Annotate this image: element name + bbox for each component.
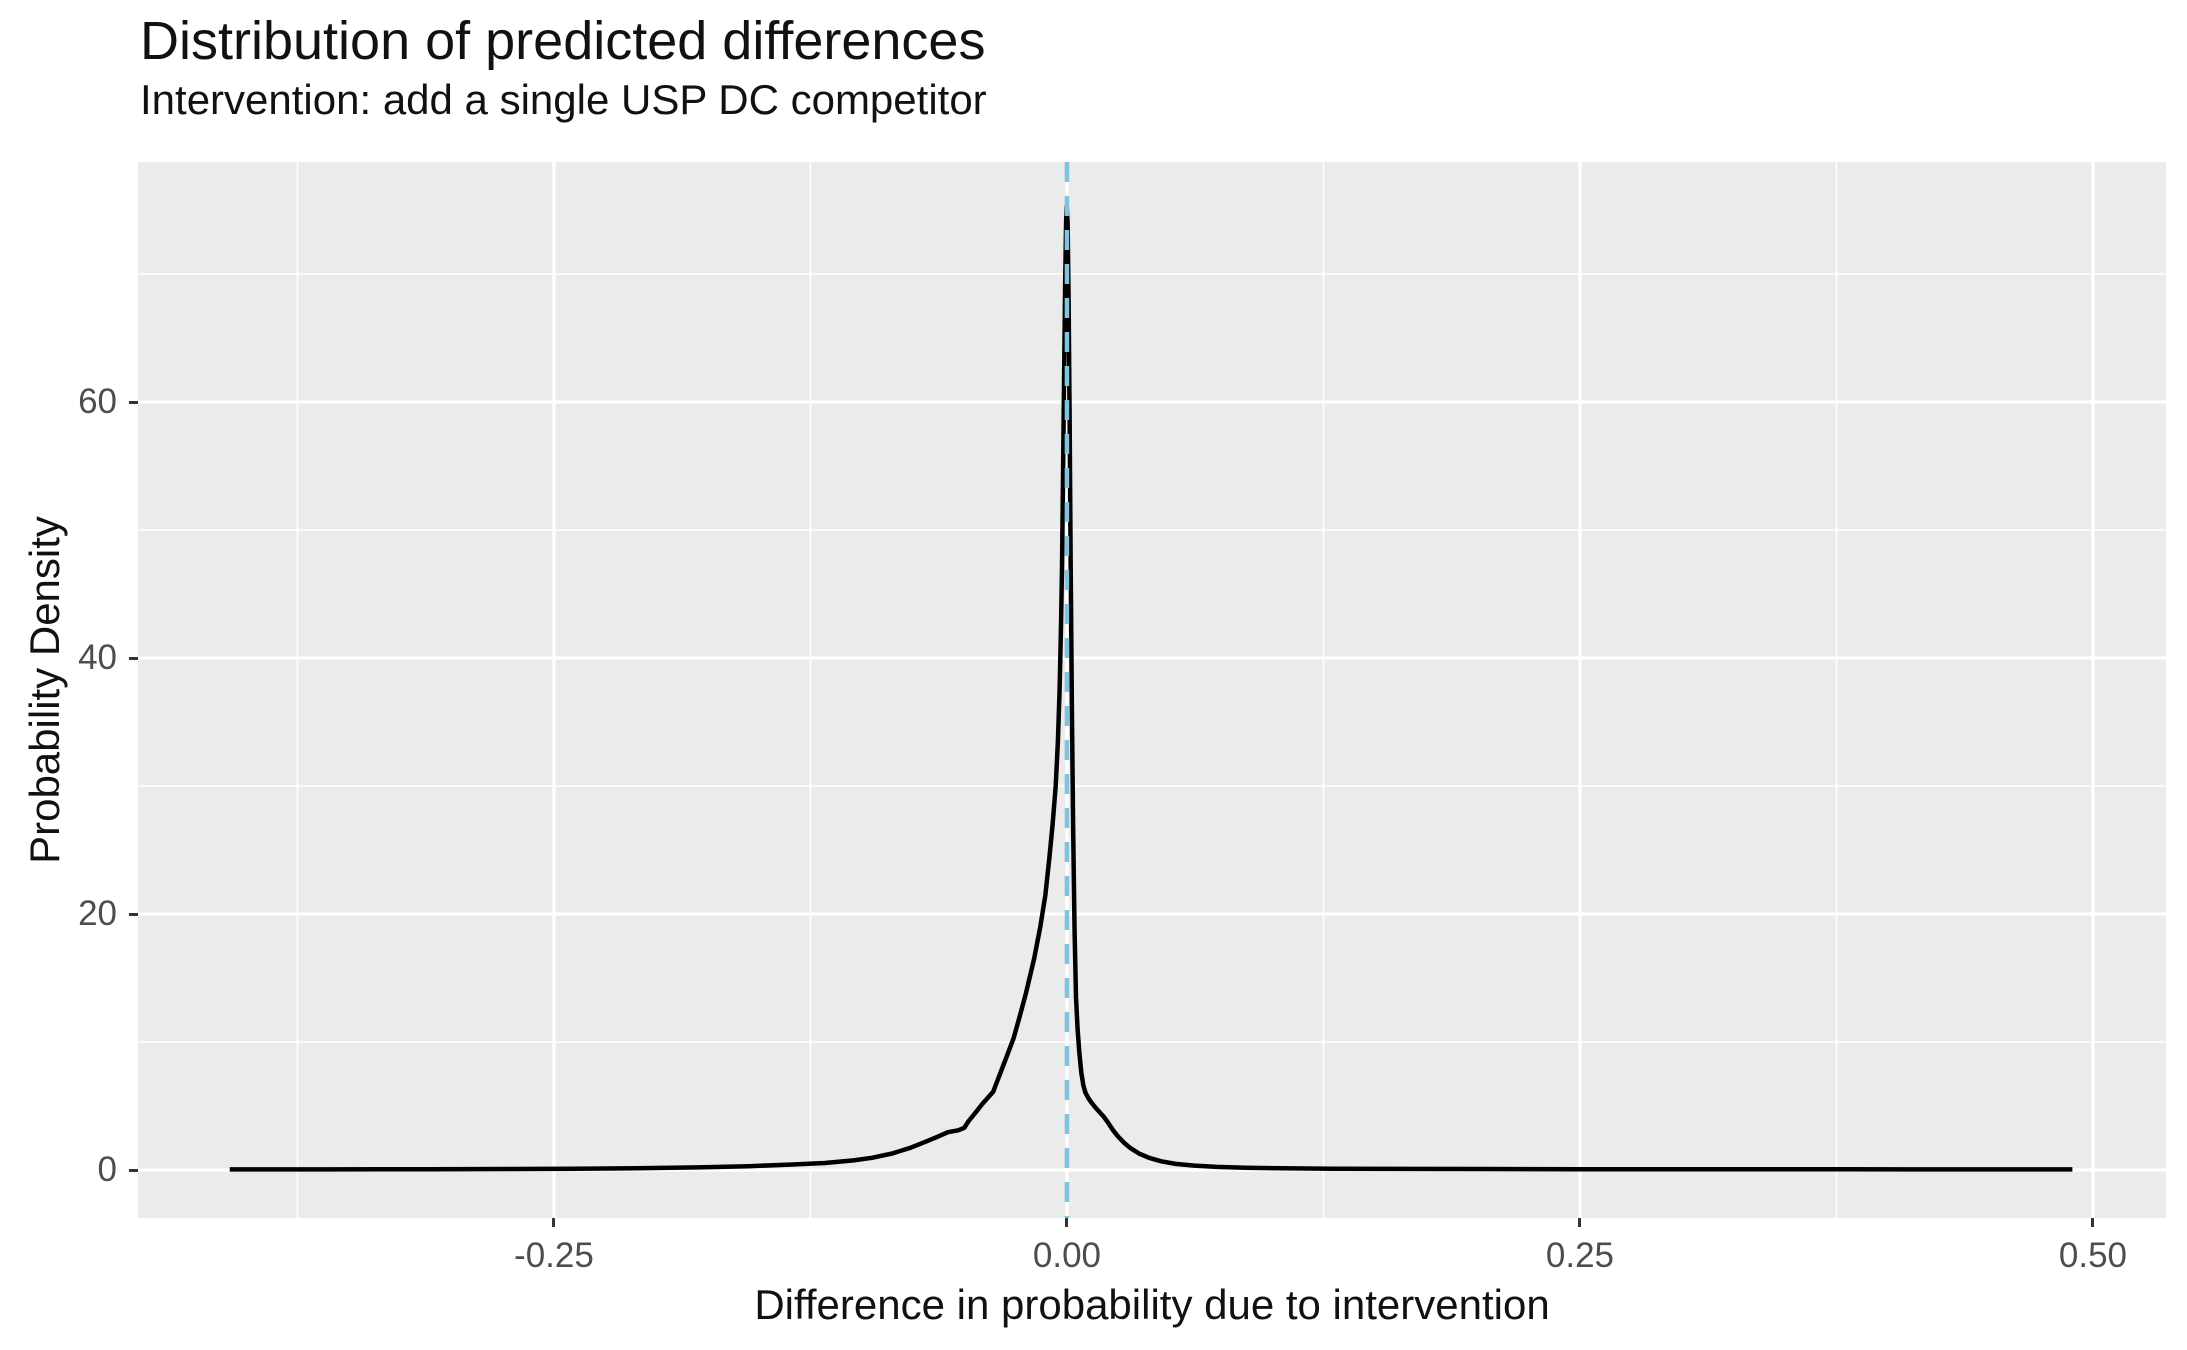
x-axis-tick-mark [1065, 1218, 1069, 1227]
chart-subtitle: Intervention: add a single USP DC compet… [140, 76, 987, 123]
x-tick-label: 0.25 [1545, 1236, 1614, 1275]
y-axis-tick-mark [129, 1168, 138, 1172]
y-tick-label: 20 [78, 894, 117, 933]
x-axis-tick-mark [1578, 1218, 1582, 1227]
x-axis-tick-mark [552, 1218, 556, 1227]
density-curve [229, 203, 2073, 1172]
y-axis-tick-mark [129, 400, 138, 404]
y-tick-label: 60 [78, 382, 117, 421]
y-axis-title: Probability Density [21, 516, 68, 864]
x-tick-label: 0.00 [1032, 1236, 1101, 1275]
x-tick-label: -0.25 [514, 1236, 594, 1275]
y-tick-label: 40 [78, 638, 117, 677]
x-tick-label: 0.50 [2058, 1236, 2127, 1275]
chart-title: Distribution of predicted differences [140, 11, 986, 71]
plot-panel [138, 162, 2166, 1218]
y-axis-tick-mark [129, 912, 138, 916]
plot-canvas [138, 162, 2166, 1218]
x-axis-title: Difference in probability due to interve… [754, 1281, 1550, 1328]
x-axis-tick-mark [2091, 1218, 2095, 1227]
y-axis-tick-mark [129, 656, 138, 660]
y-tick-label: 0 [97, 1150, 117, 1189]
